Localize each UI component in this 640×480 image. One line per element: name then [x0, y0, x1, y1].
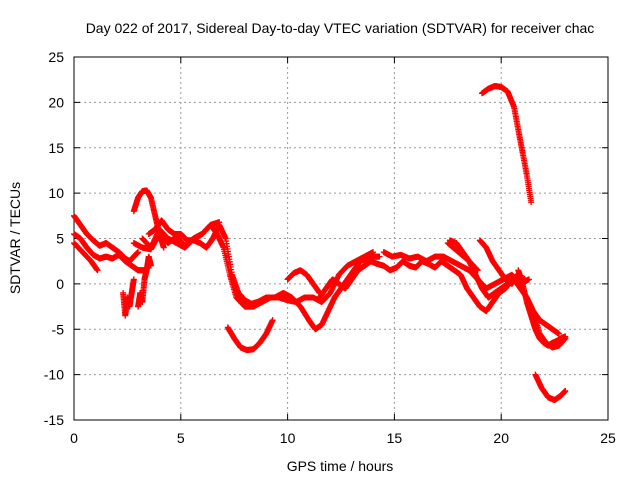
data-point: [135, 249, 142, 256]
data-point: [130, 276, 137, 283]
series-track-g: [130, 187, 167, 251]
y-tick-label: -5: [52, 321, 65, 337]
x-tick-label: 10: [280, 430, 296, 446]
series-track-s: [478, 83, 535, 206]
y-tick-label: 0: [56, 276, 64, 292]
series-track-l: [316, 258, 528, 315]
series-track-e: [135, 253, 154, 310]
x-tick-label: 25: [600, 430, 616, 446]
y-tick-label: 20: [48, 94, 64, 110]
data-point: [528, 199, 535, 206]
chart-title: Day 022 of 2017, Sidereal Day-to-day VTE…: [86, 20, 595, 36]
x-tick-label: 0: [70, 430, 78, 446]
y-tick-label: -15: [44, 412, 64, 428]
series-track-r: [530, 308, 569, 351]
data-point: [160, 244, 167, 251]
y-axis-label: SDTVAR / TECUs: [7, 182, 23, 294]
series-track-i: [145, 217, 383, 333]
x-tick-label: 20: [493, 430, 509, 446]
x-tick-label: 15: [387, 430, 403, 446]
data-point: [269, 317, 276, 324]
y-tick-label: 15: [48, 140, 64, 156]
data-points: [71, 83, 569, 404]
data-point: [147, 262, 154, 269]
series-track-j: [224, 317, 276, 354]
series-track-d: [120, 276, 137, 319]
data-point: [376, 253, 383, 260]
series-track-b: [71, 240, 101, 274]
series-track-k: [284, 267, 323, 296]
y-tick-label: 10: [48, 185, 64, 201]
y-tick-label: 25: [48, 49, 64, 65]
data-point: [555, 330, 562, 337]
y-tick-label: 5: [56, 231, 64, 247]
y-tick-label: -10: [44, 367, 64, 383]
x-axis: 0 5 10 15 20 25: [70, 57, 616, 446]
data-point: [562, 387, 569, 394]
data-point: [94, 267, 101, 274]
series-track-c: [71, 230, 148, 274]
x-axis-label: GPS time / hours: [287, 458, 394, 474]
x-tick-label: 5: [177, 430, 185, 446]
series-track-t: [532, 371, 569, 404]
data-point: [562, 335, 569, 342]
